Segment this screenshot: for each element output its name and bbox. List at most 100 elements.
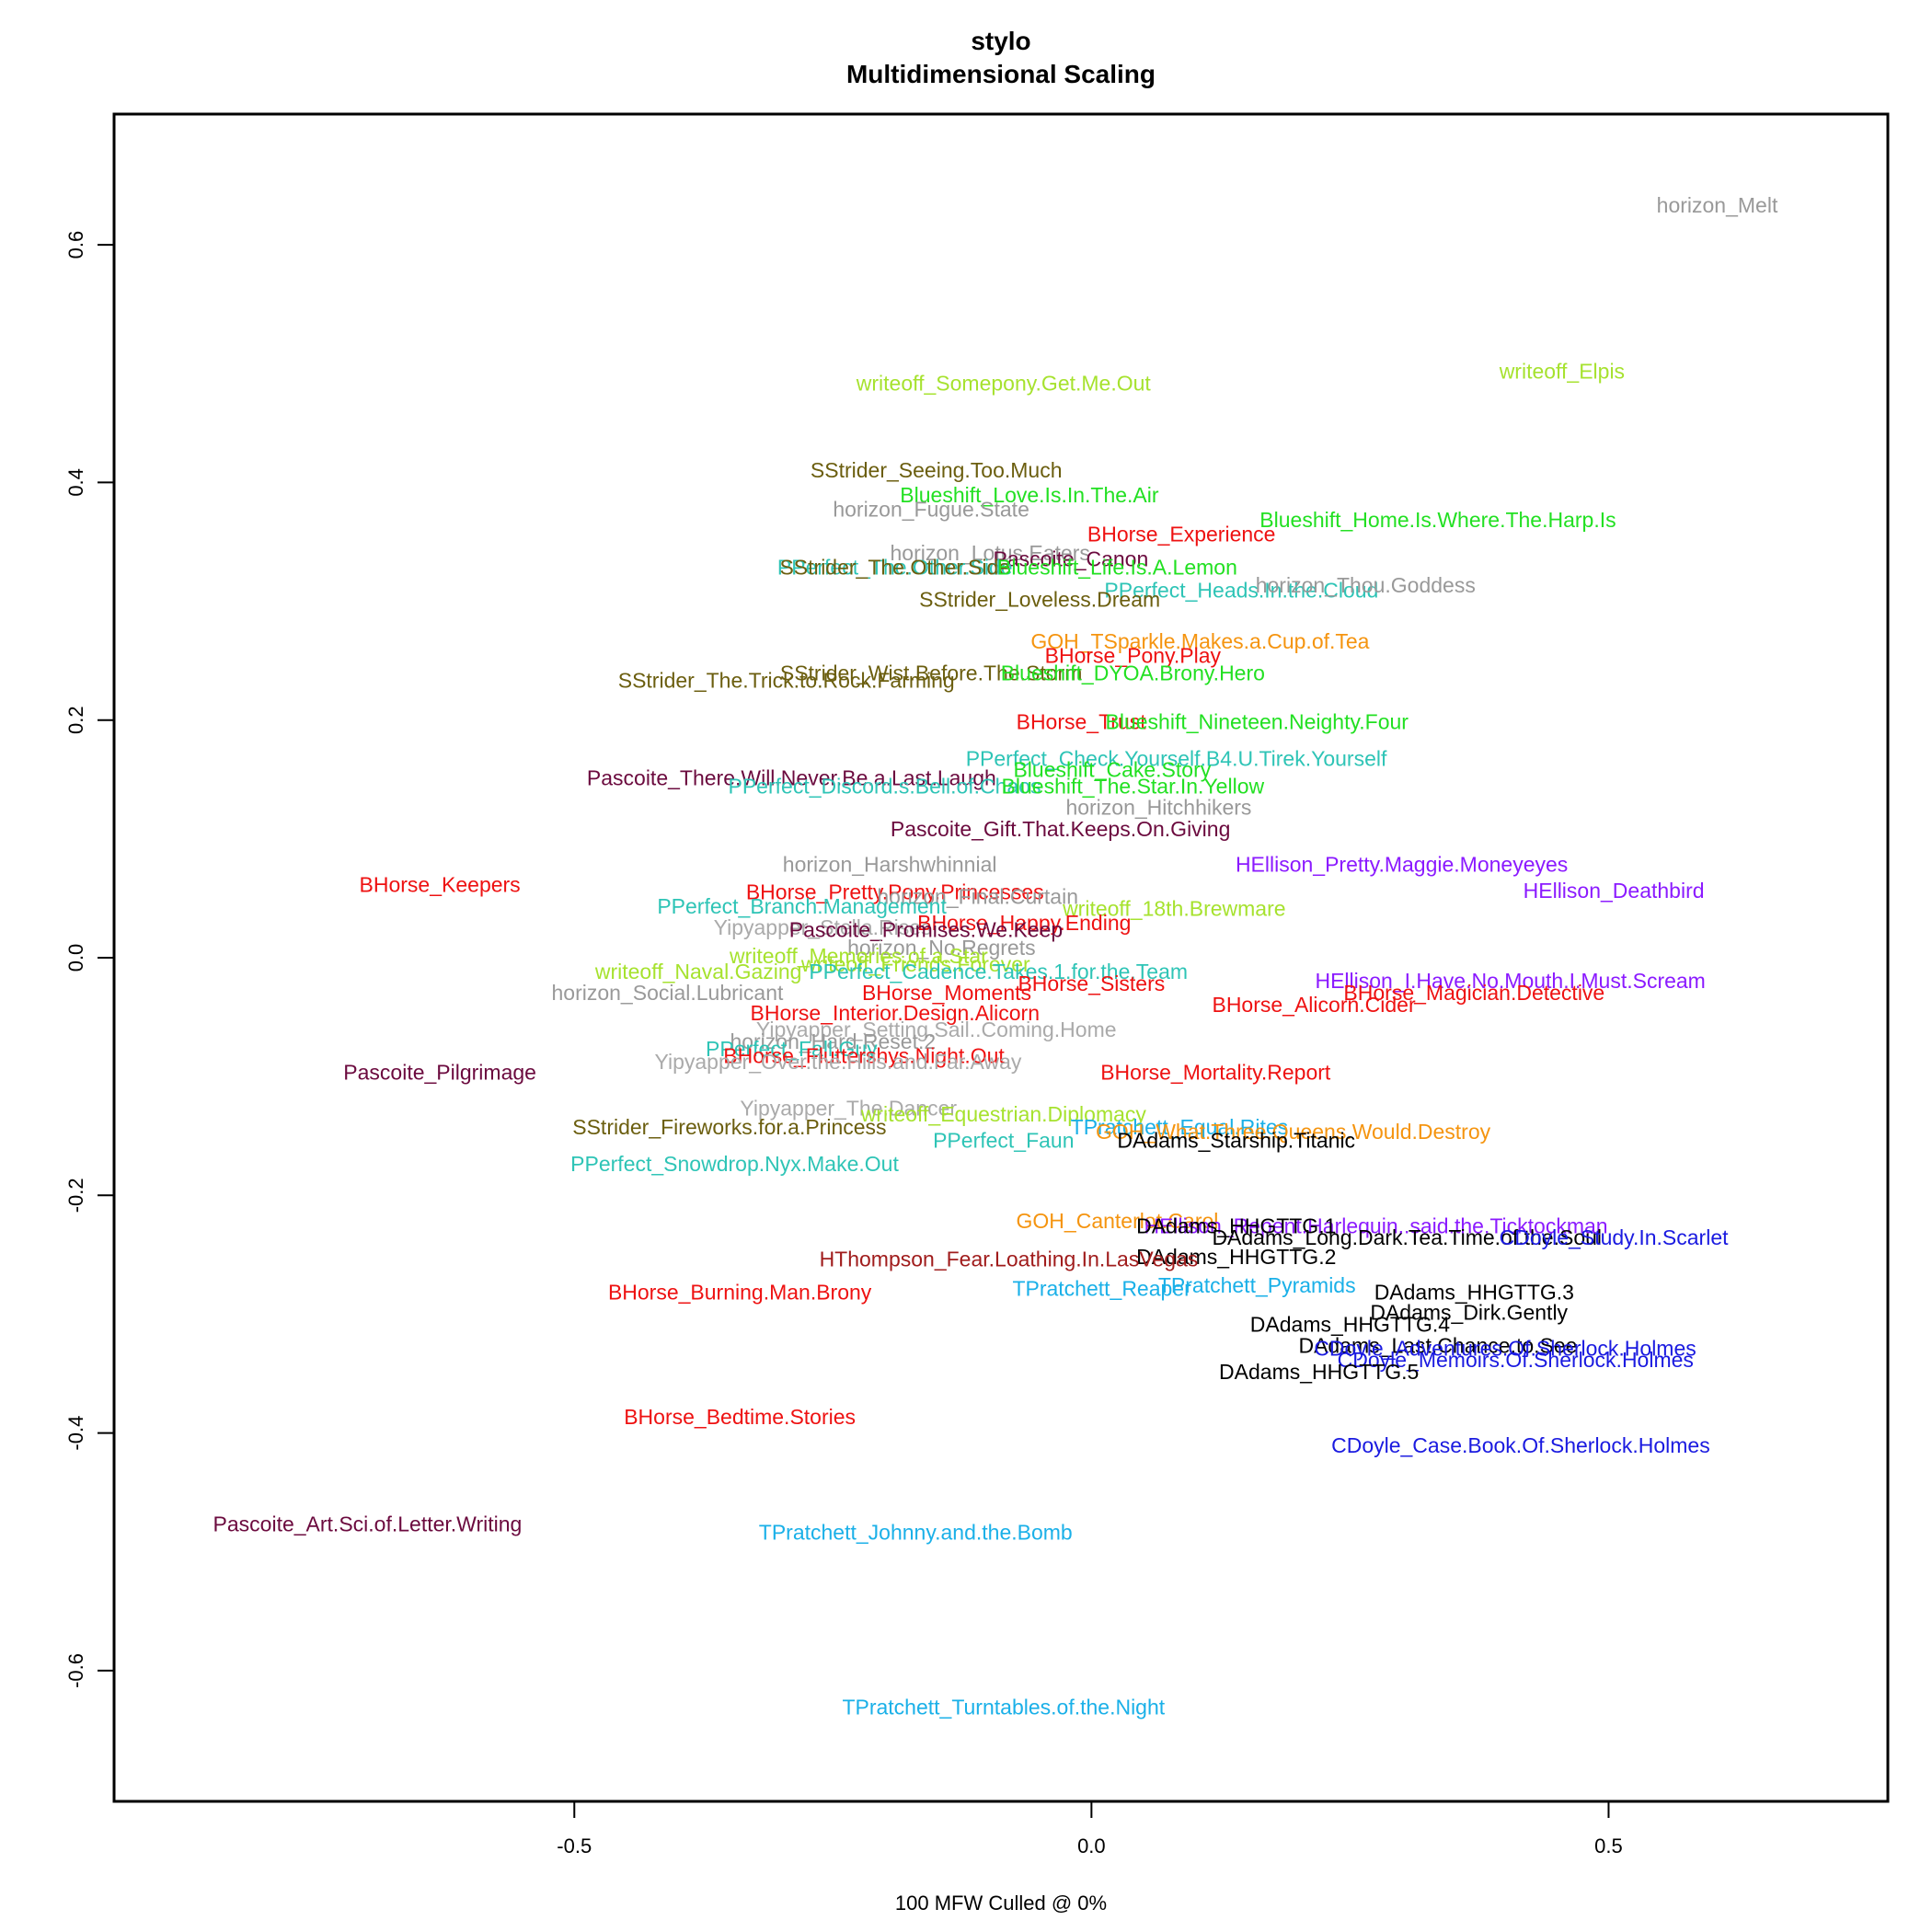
point-label: Yipyapper_The.Dancer [740, 1096, 957, 1120]
point-label: PPerfect_Check.Yourself.B4.U.Tirek.Yours… [966, 747, 1387, 771]
point-label: DAdams_HHGTTG.2 [1136, 1245, 1336, 1269]
point-label: horizon_Harshwhinnial [783, 853, 997, 877]
point-label: writeoff_18th.Brewmare [1062, 896, 1285, 920]
point-label: Blueshift_The.Star.In.Yellow [1002, 774, 1265, 798]
point-label: SStrider_Fireworks.for.a.Princess [572, 1115, 886, 1139]
point-label: horizon_Melt [1657, 193, 1778, 217]
chart-subtitle: Multidimensional Scaling [846, 60, 1156, 88]
point-label: DAdams_Long.Dark.Tea.Time.of.the.Soul [1212, 1225, 1602, 1249]
point-label: CDoyle_Adventures.Of.Sherlock.Holmes [1314, 1336, 1696, 1360]
point-label: Pascoite_Pilgrimage [343, 1061, 536, 1085]
point-label: BHorse_Moments [862, 981, 1031, 1005]
point-label: BHorse_Pretty.Pony.Princesses [746, 880, 1044, 903]
point-label: DAdams_HHGTTG.5 [1219, 1360, 1419, 1384]
point-label: PPerfect_The.Other.Side [777, 556, 1013, 580]
point-label: Pascoite_Gift.That.Keeps.On.Giving [891, 817, 1230, 841]
point-label: BHorse_Bedtime.Stories [624, 1405, 856, 1429]
point-label: Blueshift_Life.Is.A.Lemon [997, 556, 1237, 580]
point-label: Pascoite_Canon [993, 547, 1148, 571]
point-label: writeoff_Friends.Forever [800, 952, 1030, 976]
point-label: BHorse_Trust [1017, 710, 1147, 734]
point-label: writeoff_Naval.Gazing [594, 960, 802, 983]
point-label: TPratchett_Pyramids [1158, 1273, 1356, 1297]
y-tick-label: 0.2 [64, 706, 87, 734]
point-label: Yipyapper_Setting.Sail..Coming.Home [756, 1018, 1117, 1041]
point-label: SStrider_Wist.Before.The.Storm [780, 661, 1083, 685]
y-tick-label: -0.2 [64, 1178, 87, 1213]
point-label: DAdams_Starship.Titanic [1117, 1128, 1355, 1152]
point-label: Blueshift_Cake.Story [1013, 757, 1211, 781]
point-label: HEllison_Pretty.Maggie.Moneyeyes [1236, 853, 1568, 877]
point-label: PPerfect_Faun [933, 1128, 1074, 1152]
point-label: PPerfect_Snowdrop.Nyx.Make.Out [570, 1152, 899, 1176]
point-label: BHorse_Keepers [360, 873, 521, 897]
x-axis: -0.5 0.0 0.5 [557, 1801, 1623, 1857]
x-tick-label: -0.5 [557, 1834, 592, 1857]
y-tick-label: -0.4 [64, 1416, 87, 1451]
point-label: TPratchett_Turntables.of.the.Night [842, 1695, 1165, 1719]
point-label: Yipyapper_Stella.Rises [714, 915, 932, 939]
point-label: CDoyle_Case.Book.Of.Sherlock.Holmes [1331, 1433, 1710, 1457]
point-label: BHorse_Pony.Play [1045, 643, 1222, 667]
point-label: DAdams_HHGTTG.4 [1250, 1312, 1450, 1336]
point-label: Blueshift_DYOA.Brony.Hero [1001, 661, 1265, 685]
point-label: BHorse_Magician.Detective [1343, 981, 1604, 1005]
point-label: CDoyle_Study.In.Scarlet [1500, 1225, 1729, 1249]
point-label: DAdams_Last.Chance.to.See [1298, 1334, 1577, 1358]
point-label: BHorse_Experience [1087, 523, 1276, 546]
chart-title: stylo [971, 27, 1030, 55]
point-label: Blueshift_Nineteen.Neighty.Four [1106, 710, 1409, 734]
point-label: HEllison_I.Have.No.Mouth.I.Must.Scream [1315, 969, 1705, 993]
point-label: PPerfect_Fall.Guy [706, 1037, 878, 1061]
point-label: GOH_What.Three.Queens.Would.Destroy [1096, 1120, 1491, 1144]
point-label: GOH_Canterlot.Carol [1017, 1209, 1219, 1233]
point-label: GOH_TSparkle.Makes.a.Cup.of.Tea [1030, 629, 1369, 653]
point-label: BHorse_Burning.Man.Brony [608, 1281, 872, 1305]
point-label: Blueshift_Home.Is.Where.The.Harp.Is [1259, 508, 1616, 532]
point-label: Yipyapper_Over.the.Hills.and.Far.Away [655, 1050, 1022, 1074]
y-tick-label: 0.0 [64, 944, 87, 972]
point-label: horizon_Lotus.Eaters [891, 541, 1090, 565]
point-label: BHorse_Interior.Design.Alicorn [751, 1001, 1040, 1025]
point-label: horizon_Thou.Goddess [1256, 573, 1476, 597]
point-label: BHorse_Fluttershys.Night.Out [723, 1044, 1005, 1068]
point-label: SStrider_Seeing.Too.Much [811, 458, 1063, 482]
x-tick-label: 0.0 [1077, 1834, 1106, 1857]
point-label: DAdams_HHGTTG.1 [1136, 1213, 1336, 1237]
point-label: PPerfect_Discord.s.Bell.of.Chaos [729, 774, 1041, 798]
point-label: writeoff_Equestrian.Diplomacy [860, 1102, 1147, 1126]
point-label: writeoff_Memories.of.a.Star [729, 944, 988, 968]
point-label: Pascoite_There.Will.Never.Be.a.Last.Laug… [587, 765, 996, 789]
point-label: horizon_Hard.Reset.2 [730, 1029, 936, 1053]
point-labels: horizon_Melt writeoff_Elpis writeoff_Somep… [213, 193, 1778, 1719]
point-label: TPratchett_Reaper [1012, 1277, 1191, 1301]
y-tick-label: 0.4 [64, 468, 87, 497]
point-label: TPratchett_Johnny.and.the.Bomb [759, 1520, 1073, 1544]
point-label: PPerfect_Branch.Management [657, 894, 947, 918]
point-label: writeoff_Elpis [1499, 360, 1625, 384]
point-label: TPratchett_Equal.Rites [1071, 1115, 1289, 1139]
point-label: PPerfect_Heads.In.the.Cloud [1104, 578, 1378, 602]
point-label: horizon_No.Regrets [847, 936, 1036, 960]
point-label: BHorse_Sisters [1018, 972, 1165, 995]
y-tick-label: -0.6 [64, 1653, 87, 1688]
point-label: horizon_Social.Lubricant [552, 981, 784, 1005]
y-tick-label: 0.6 [64, 231, 87, 259]
x-axis-caption: 100 MFW Culled @ 0% [895, 1892, 1107, 1915]
point-label: SStrider_Loveless.Dream [919, 588, 1160, 612]
point-label: writeoff_Somepony.Get.Me.Out [856, 372, 1152, 396]
point-label: horizon_Fugue.State [833, 497, 1029, 521]
point-label: HEllison_Repent.Harlequin..said.the.Tick… [1144, 1213, 1607, 1237]
point-label: horizon_Hitchhikers [1065, 796, 1251, 820]
point-label: PPerfect_Cadence.Takes.1.for.the.Team [809, 960, 1188, 983]
point-label: BHorse_Mortality.Report [1100, 1061, 1331, 1085]
x-tick-label: 0.5 [1594, 1834, 1623, 1857]
point-label: Blueshift_Love.Is.In.The.Air [900, 483, 1159, 507]
y-axis: -0.6 -0.4 -0.2 0.0 0.2 0.4 0.6 [64, 231, 114, 1688]
point-label: SStrider_The.Other.Side [779, 556, 1010, 580]
point-label: DAdams_Dirk.Gently [1370, 1301, 1568, 1325]
point-label: SStrider_The.Trick.to.Rock.Farming [618, 668, 955, 692]
point-label: HEllison_Deathbird [1524, 879, 1705, 903]
point-label: DAdams_HHGTTG.3 [1374, 1281, 1574, 1305]
